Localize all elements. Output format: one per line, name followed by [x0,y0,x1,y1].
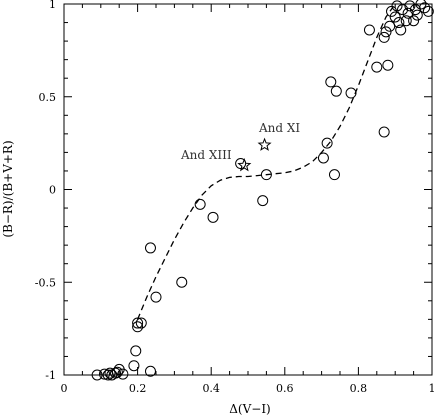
y-tick-label: 0.5 [39,91,57,104]
y-tick-label: 0 [49,184,56,197]
data-point [111,366,123,378]
data-point [422,5,434,17]
data-point [397,4,409,16]
data-point [176,276,188,288]
dashed-fit-line [136,3,396,320]
data-point [380,26,392,38]
data-point [395,24,407,36]
data-point [144,242,156,254]
plot-border [63,3,433,376]
x-tick-label: 1 [429,382,436,395]
data-point [325,76,337,88]
data-point [371,61,383,73]
tick-labels: 0 0.2 0.4 0.6 0.8 1 -1 -0.5 0 0.5 1 [35,0,436,395]
data-point [104,367,116,379]
data-point [393,17,405,29]
plot-frame [63,3,433,376]
star-point [237,158,252,172]
data-point [150,291,162,303]
data-point [194,198,206,210]
y-axis-label: (B−R)/(B+V+R) [1,140,15,237]
star-point [257,137,272,151]
data-point [260,169,272,181]
y-tick-label: 1 [49,0,56,11]
data-point [91,369,103,381]
data-point [328,169,340,181]
data-point [400,15,412,27]
data-point [382,59,394,71]
data-point [144,365,156,377]
y-tick-label: -1 [45,369,56,382]
data-point [257,195,269,207]
annotation-and-xi: And XI [258,121,300,135]
data-point [415,0,427,10]
data-point [132,317,144,329]
data-point [363,24,375,36]
y-tick-label: -0.5 [35,276,56,289]
x-tick-label: 0.6 [276,382,294,395]
axis-ticks [63,3,433,376]
data-point [391,0,403,12]
data-points [91,0,434,381]
x-tick-label: 0 [61,382,68,395]
data-point [411,9,423,21]
data-point [130,345,142,357]
data-point [378,126,390,138]
fit-curve [136,3,396,320]
annotation-and-xiii: And XIII [180,148,232,162]
data-point [117,368,129,380]
data-point [207,211,219,223]
x-axis-label: Δ(V−I) [229,402,271,416]
data-point [132,321,144,333]
x-tick-label: 0.8 [350,382,368,395]
x-tick-label: 0.4 [202,382,220,395]
star-markers [237,137,272,172]
data-point [135,317,147,329]
x-tick-label: 0.2 [129,382,147,395]
data-point [317,152,329,164]
data-point [330,85,342,97]
data-point [110,367,122,379]
data-point [386,5,398,17]
data-point [389,11,401,23]
data-point [408,15,420,27]
data-point [404,0,416,12]
data-point [321,137,333,149]
data-point [419,2,431,14]
data-point [128,360,140,372]
data-point [384,20,396,32]
data-point [345,87,357,99]
data-point [378,31,390,43]
